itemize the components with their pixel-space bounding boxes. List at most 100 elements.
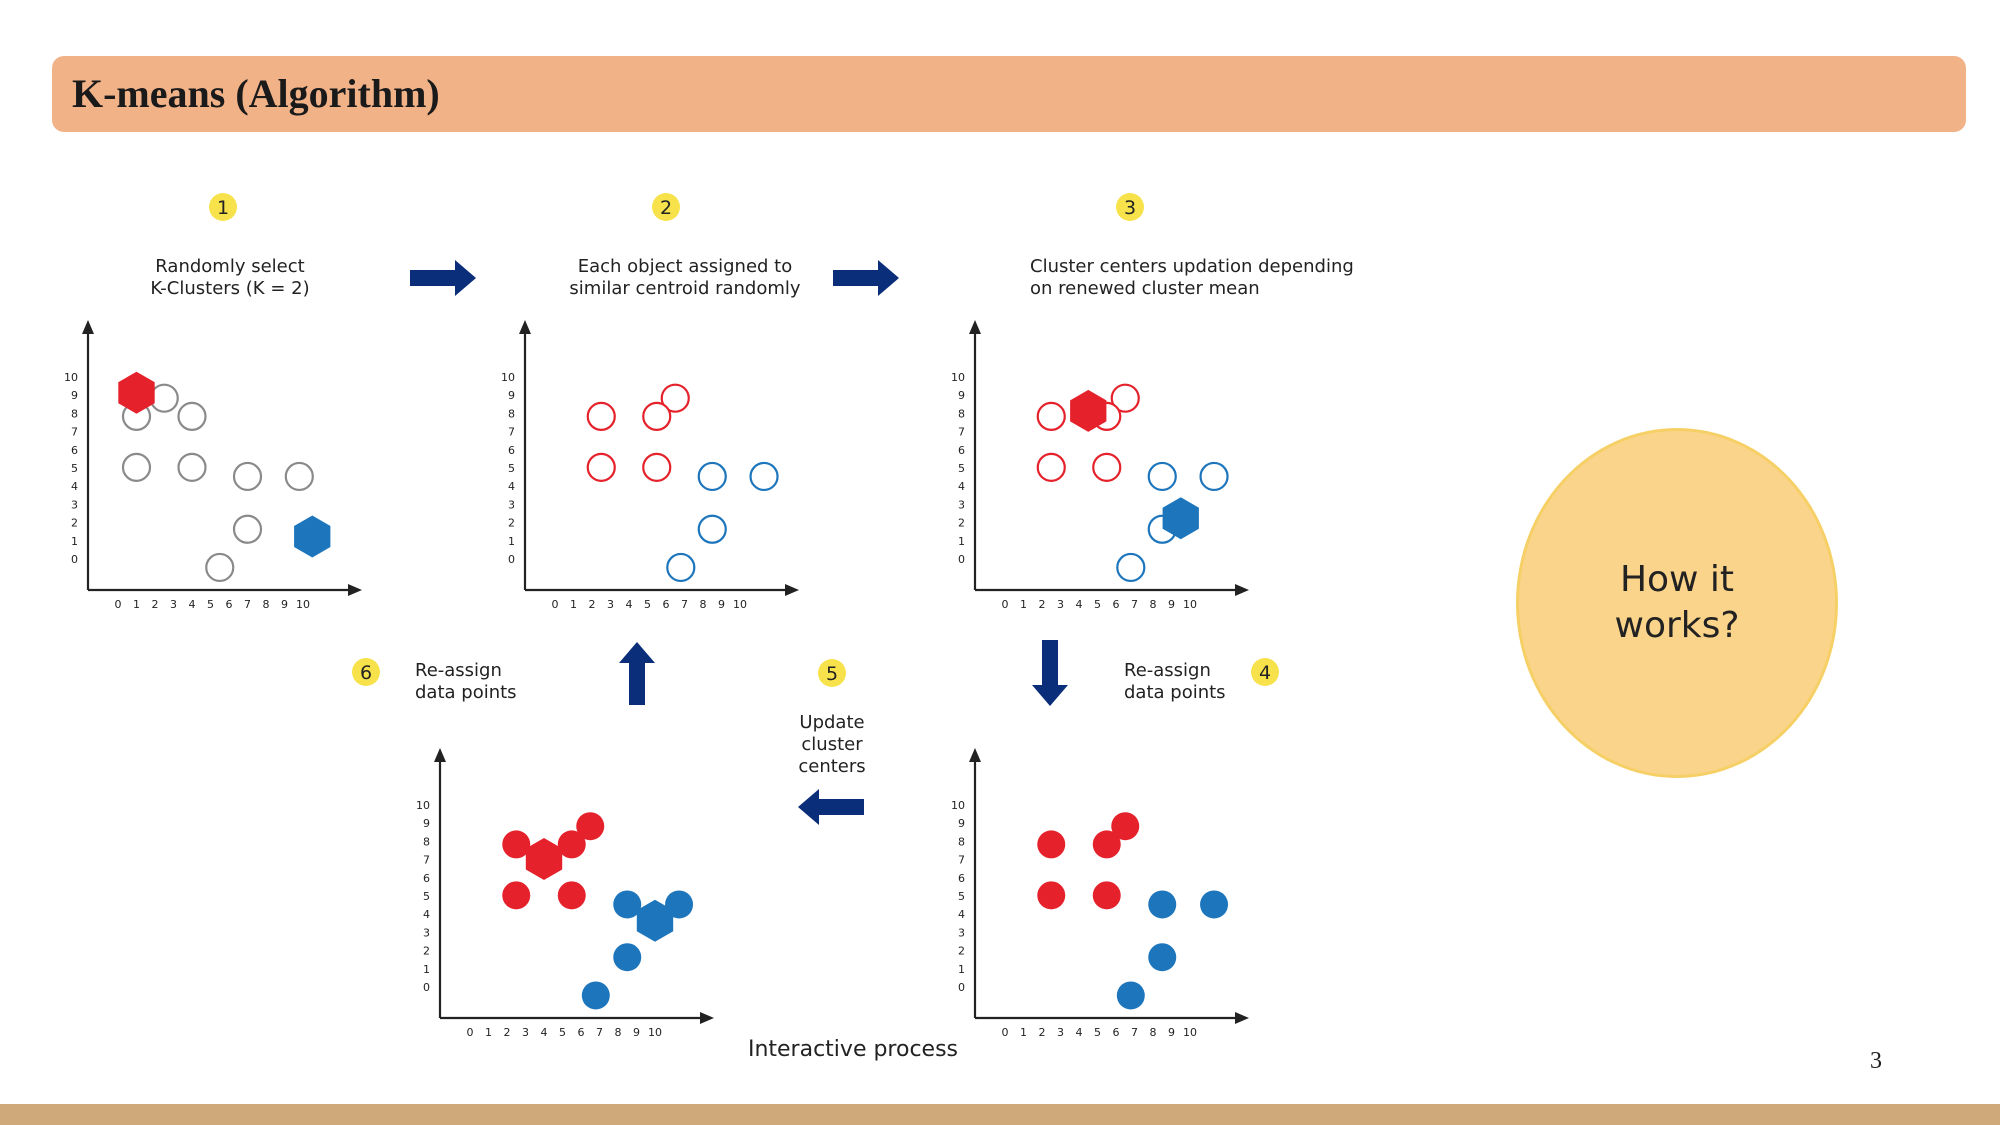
data-point <box>642 401 672 431</box>
x-tick-label: 9 <box>1168 598 1175 611</box>
y-tick-label: 5 <box>71 462 78 475</box>
centroid-hexagon <box>294 515 331 558</box>
data-point <box>177 452 207 482</box>
step-label: Randomly select <box>155 256 304 277</box>
x-tick-label: 9 <box>281 598 288 611</box>
y-tick-label: 0 <box>508 553 515 566</box>
arrow-left-icon <box>798 789 864 825</box>
x-tick-label: 5 <box>559 1026 566 1039</box>
data-point <box>284 461 314 492</box>
x-tick-label: 1 <box>1020 1026 1027 1039</box>
data-point <box>1037 881 1066 910</box>
y-tick-label: 10 <box>951 371 965 384</box>
y-tick-label: 4 <box>958 480 965 493</box>
x-tick-label: 8 <box>1150 598 1157 611</box>
y-tick-label: 6 <box>71 444 78 457</box>
x-tick-label: 5 <box>1094 598 1101 611</box>
step-label: centers <box>798 756 865 777</box>
x-tick-label: 1 <box>570 598 577 611</box>
centroid-hexagon <box>1070 389 1107 432</box>
x-tick-label: 0 <box>1002 598 1009 611</box>
data-point <box>1199 461 1229 492</box>
callout-text: How it works? <box>1614 559 1740 646</box>
y-tick-label: 3 <box>958 498 965 511</box>
data-point <box>586 401 616 431</box>
x-tick-label: 0 <box>552 598 559 611</box>
x-tick-label: 9 <box>633 1026 640 1039</box>
x-tick-label: 1 <box>133 598 140 611</box>
data-point <box>1148 943 1177 972</box>
step-number: 3 <box>1124 197 1136 219</box>
x-tick-label: 6 <box>1113 598 1120 611</box>
y-tick-label: 1 <box>71 535 78 548</box>
x-tick-label: 7 <box>1131 1026 1138 1039</box>
y-tick-label: 1 <box>958 535 965 548</box>
data-point <box>1037 830 1066 859</box>
step-badge <box>818 659 846 687</box>
x-tick-label: 5 <box>207 598 214 611</box>
step-number: 6 <box>360 662 372 684</box>
arrow-down-icon <box>1032 640 1068 706</box>
y-tick-label: 6 <box>423 872 430 885</box>
how-it-works-callout: How it works? <box>1516 428 1838 778</box>
x-tick-label: 3 <box>1057 598 1064 611</box>
x-tick-label: 3 <box>1057 1026 1064 1039</box>
y-tick-label: 6 <box>958 444 965 457</box>
x-tick-label: 2 <box>1039 1026 1046 1039</box>
step-number: 5 <box>826 663 838 685</box>
x-tick-label: 6 <box>663 598 670 611</box>
data-point <box>121 452 152 482</box>
y-tick-label: 3 <box>423 926 430 939</box>
y-tick-label: 4 <box>423 908 430 921</box>
y-tick-label: 0 <box>958 981 965 994</box>
y-tick-label: 9 <box>71 389 78 402</box>
y-tick-label: 10 <box>416 799 430 812</box>
data-point <box>613 943 642 972</box>
centroid-hexagon <box>1162 497 1199 540</box>
y-tick-label: 3 <box>508 498 515 511</box>
x-tick-label: 3 <box>522 1026 529 1039</box>
y-tick-label: 2 <box>958 517 965 530</box>
y-tick-label: 4 <box>71 480 78 493</box>
step-label: Each object assigned to <box>578 256 793 277</box>
step-label: data points <box>415 682 517 703</box>
data-point <box>642 452 672 482</box>
y-tick-label: 4 <box>958 908 965 921</box>
data-point <box>205 552 235 583</box>
y-tick-label: 7 <box>423 854 430 867</box>
x-tick-label: 3 <box>607 598 614 611</box>
x-tick-label: 0 <box>1002 1026 1009 1039</box>
y-tick-label: 10 <box>951 799 965 812</box>
step-number: 1 <box>217 197 229 219</box>
slide-title: K-means (Algorithm) <box>72 71 440 116</box>
y-tick-label: 7 <box>508 426 515 439</box>
data-point <box>1092 881 1121 910</box>
y-tick-label: 7 <box>71 426 78 439</box>
step-label: K-Clusters (K = 2) <box>150 278 309 299</box>
x-tick-label: 8 <box>263 598 270 611</box>
y-axis-arrowhead <box>519 320 531 334</box>
page-number: 3 <box>1870 1048 1882 1074</box>
x-tick-label: 7 <box>681 598 688 611</box>
x-tick-label: 0 <box>115 598 122 611</box>
arrow-up-icon <box>619 642 655 705</box>
y-axis-arrowhead <box>969 320 981 334</box>
y-tick-label: 0 <box>423 981 430 994</box>
x-tick-label: 0 <box>467 1026 474 1039</box>
data-point <box>1092 830 1121 859</box>
x-tick-label: 9 <box>718 598 725 611</box>
x-axis-arrowhead <box>348 584 362 596</box>
y-tick-label: 6 <box>958 872 965 885</box>
x-tick-label: 9 <box>1168 1026 1175 1039</box>
step-badge <box>1116 193 1144 221</box>
x-tick-label: 10 <box>648 1026 662 1039</box>
data-point <box>502 881 531 910</box>
x-tick-label: 8 <box>700 598 707 611</box>
y-tick-label: 3 <box>71 498 78 511</box>
